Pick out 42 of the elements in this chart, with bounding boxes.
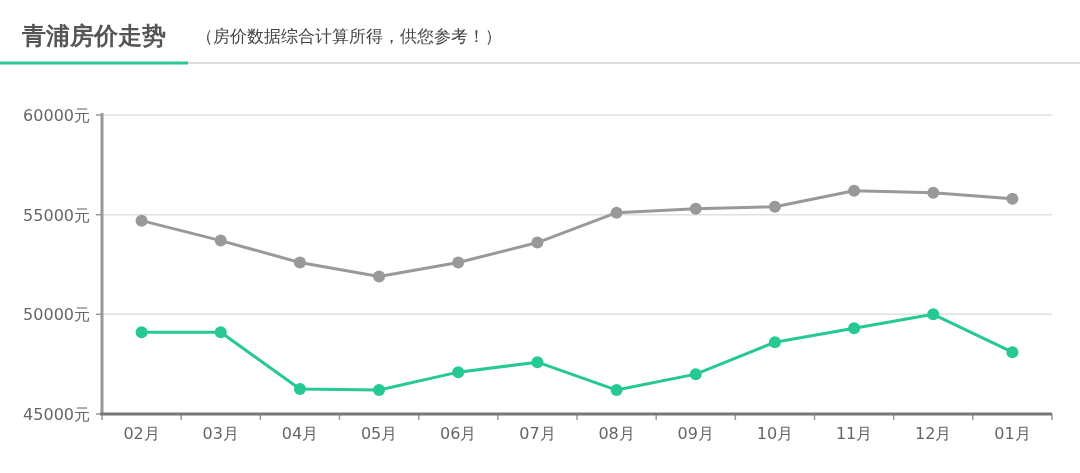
y-tick-label: 50000元 <box>23 305 90 325</box>
x-tick-label: 02月 <box>123 424 160 443</box>
point <box>214 234 227 247</box>
point <box>373 384 386 397</box>
point <box>293 383 306 396</box>
point <box>689 368 702 381</box>
point <box>293 256 306 269</box>
point <box>531 236 544 249</box>
point <box>927 186 940 199</box>
x-tick-label: 06月 <box>440 424 477 443</box>
point <box>531 356 544 369</box>
point <box>373 270 386 283</box>
subtitle: （房价数据综合计算所得，供您参考！） <box>196 26 502 46</box>
x-tick-label: 11月 <box>835 424 873 443</box>
x-tick-label: 05月 <box>360 424 398 443</box>
x-tick-label: 07月 <box>519 424 556 443</box>
point <box>1006 192 1019 205</box>
title: 青浦房价走势 <box>22 22 166 50</box>
y-tick-label: 55000元 <box>23 205 90 225</box>
point <box>135 214 148 227</box>
x-tick-label: 09月 <box>677 424 714 443</box>
point <box>848 184 861 197</box>
x-tick-label: 12月 <box>915 424 952 443</box>
point <box>768 200 781 213</box>
point <box>610 384 623 397</box>
x-tick-label: 10月 <box>756 424 794 443</box>
point <box>1006 346 1019 359</box>
x-tick-label: 03月 <box>202 424 239 443</box>
x-tick-label: 08月 <box>598 424 635 443</box>
point <box>689 202 702 215</box>
x-tick-label: 01月 <box>994 424 1031 443</box>
point <box>768 336 781 349</box>
y-tick-label: 60000元 <box>23 106 90 125</box>
point <box>927 308 940 321</box>
point <box>135 326 148 339</box>
y-tick-label: 45000元 <box>23 405 90 424</box>
x-tick-label: 04月 <box>281 424 319 443</box>
point <box>214 326 227 339</box>
point <box>848 322 861 335</box>
point <box>452 256 465 269</box>
point <box>610 206 623 219</box>
point <box>452 366 465 379</box>
